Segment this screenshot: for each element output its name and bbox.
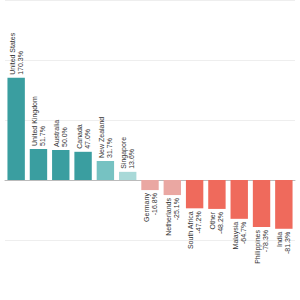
svg-text:South Africa: South Africa xyxy=(187,211,194,249)
svg-text:United Kingdom: United Kingdom xyxy=(31,96,39,146)
svg-text:-48.2%: -48.2% xyxy=(217,212,224,234)
svg-text:170.3%: 170.3% xyxy=(17,51,24,75)
svg-text:51.7%: 51.7% xyxy=(39,126,46,146)
svg-text:Australia: Australia xyxy=(53,120,60,147)
svg-text:-78.3%: -78.3% xyxy=(262,230,269,252)
svg-text:31.7%: 31.7% xyxy=(106,138,113,158)
svg-text:Other: Other xyxy=(209,211,216,229)
svg-text:-47.2%: -47.2% xyxy=(195,211,202,233)
svg-text:-81.3%: -81.3% xyxy=(284,232,291,254)
svg-text:Singapore: Singapore xyxy=(120,137,128,169)
svg-text:Malaysia: Malaysia xyxy=(232,222,240,250)
svg-text:India: India xyxy=(276,232,283,247)
svg-text:-16.8%: -16.8% xyxy=(151,193,158,215)
svg-text:-64.7%: -64.7% xyxy=(240,222,247,244)
svg-text:13.6%: 13.6% xyxy=(128,149,135,169)
svg-text:50.0%: 50.0% xyxy=(61,127,68,147)
svg-text:Philippines: Philippines xyxy=(254,229,262,263)
svg-text:Netherlands: Netherlands xyxy=(165,198,172,236)
svg-text:-25.1%: -25.1% xyxy=(173,198,180,220)
svg-text:United States: United States xyxy=(9,32,16,75)
svg-text:New Zealand: New Zealand xyxy=(98,117,105,158)
svg-text:Canada: Canada xyxy=(76,124,83,149)
svg-text:47.0%: 47.0% xyxy=(84,129,91,149)
svg-text:Germany: Germany xyxy=(143,193,151,222)
